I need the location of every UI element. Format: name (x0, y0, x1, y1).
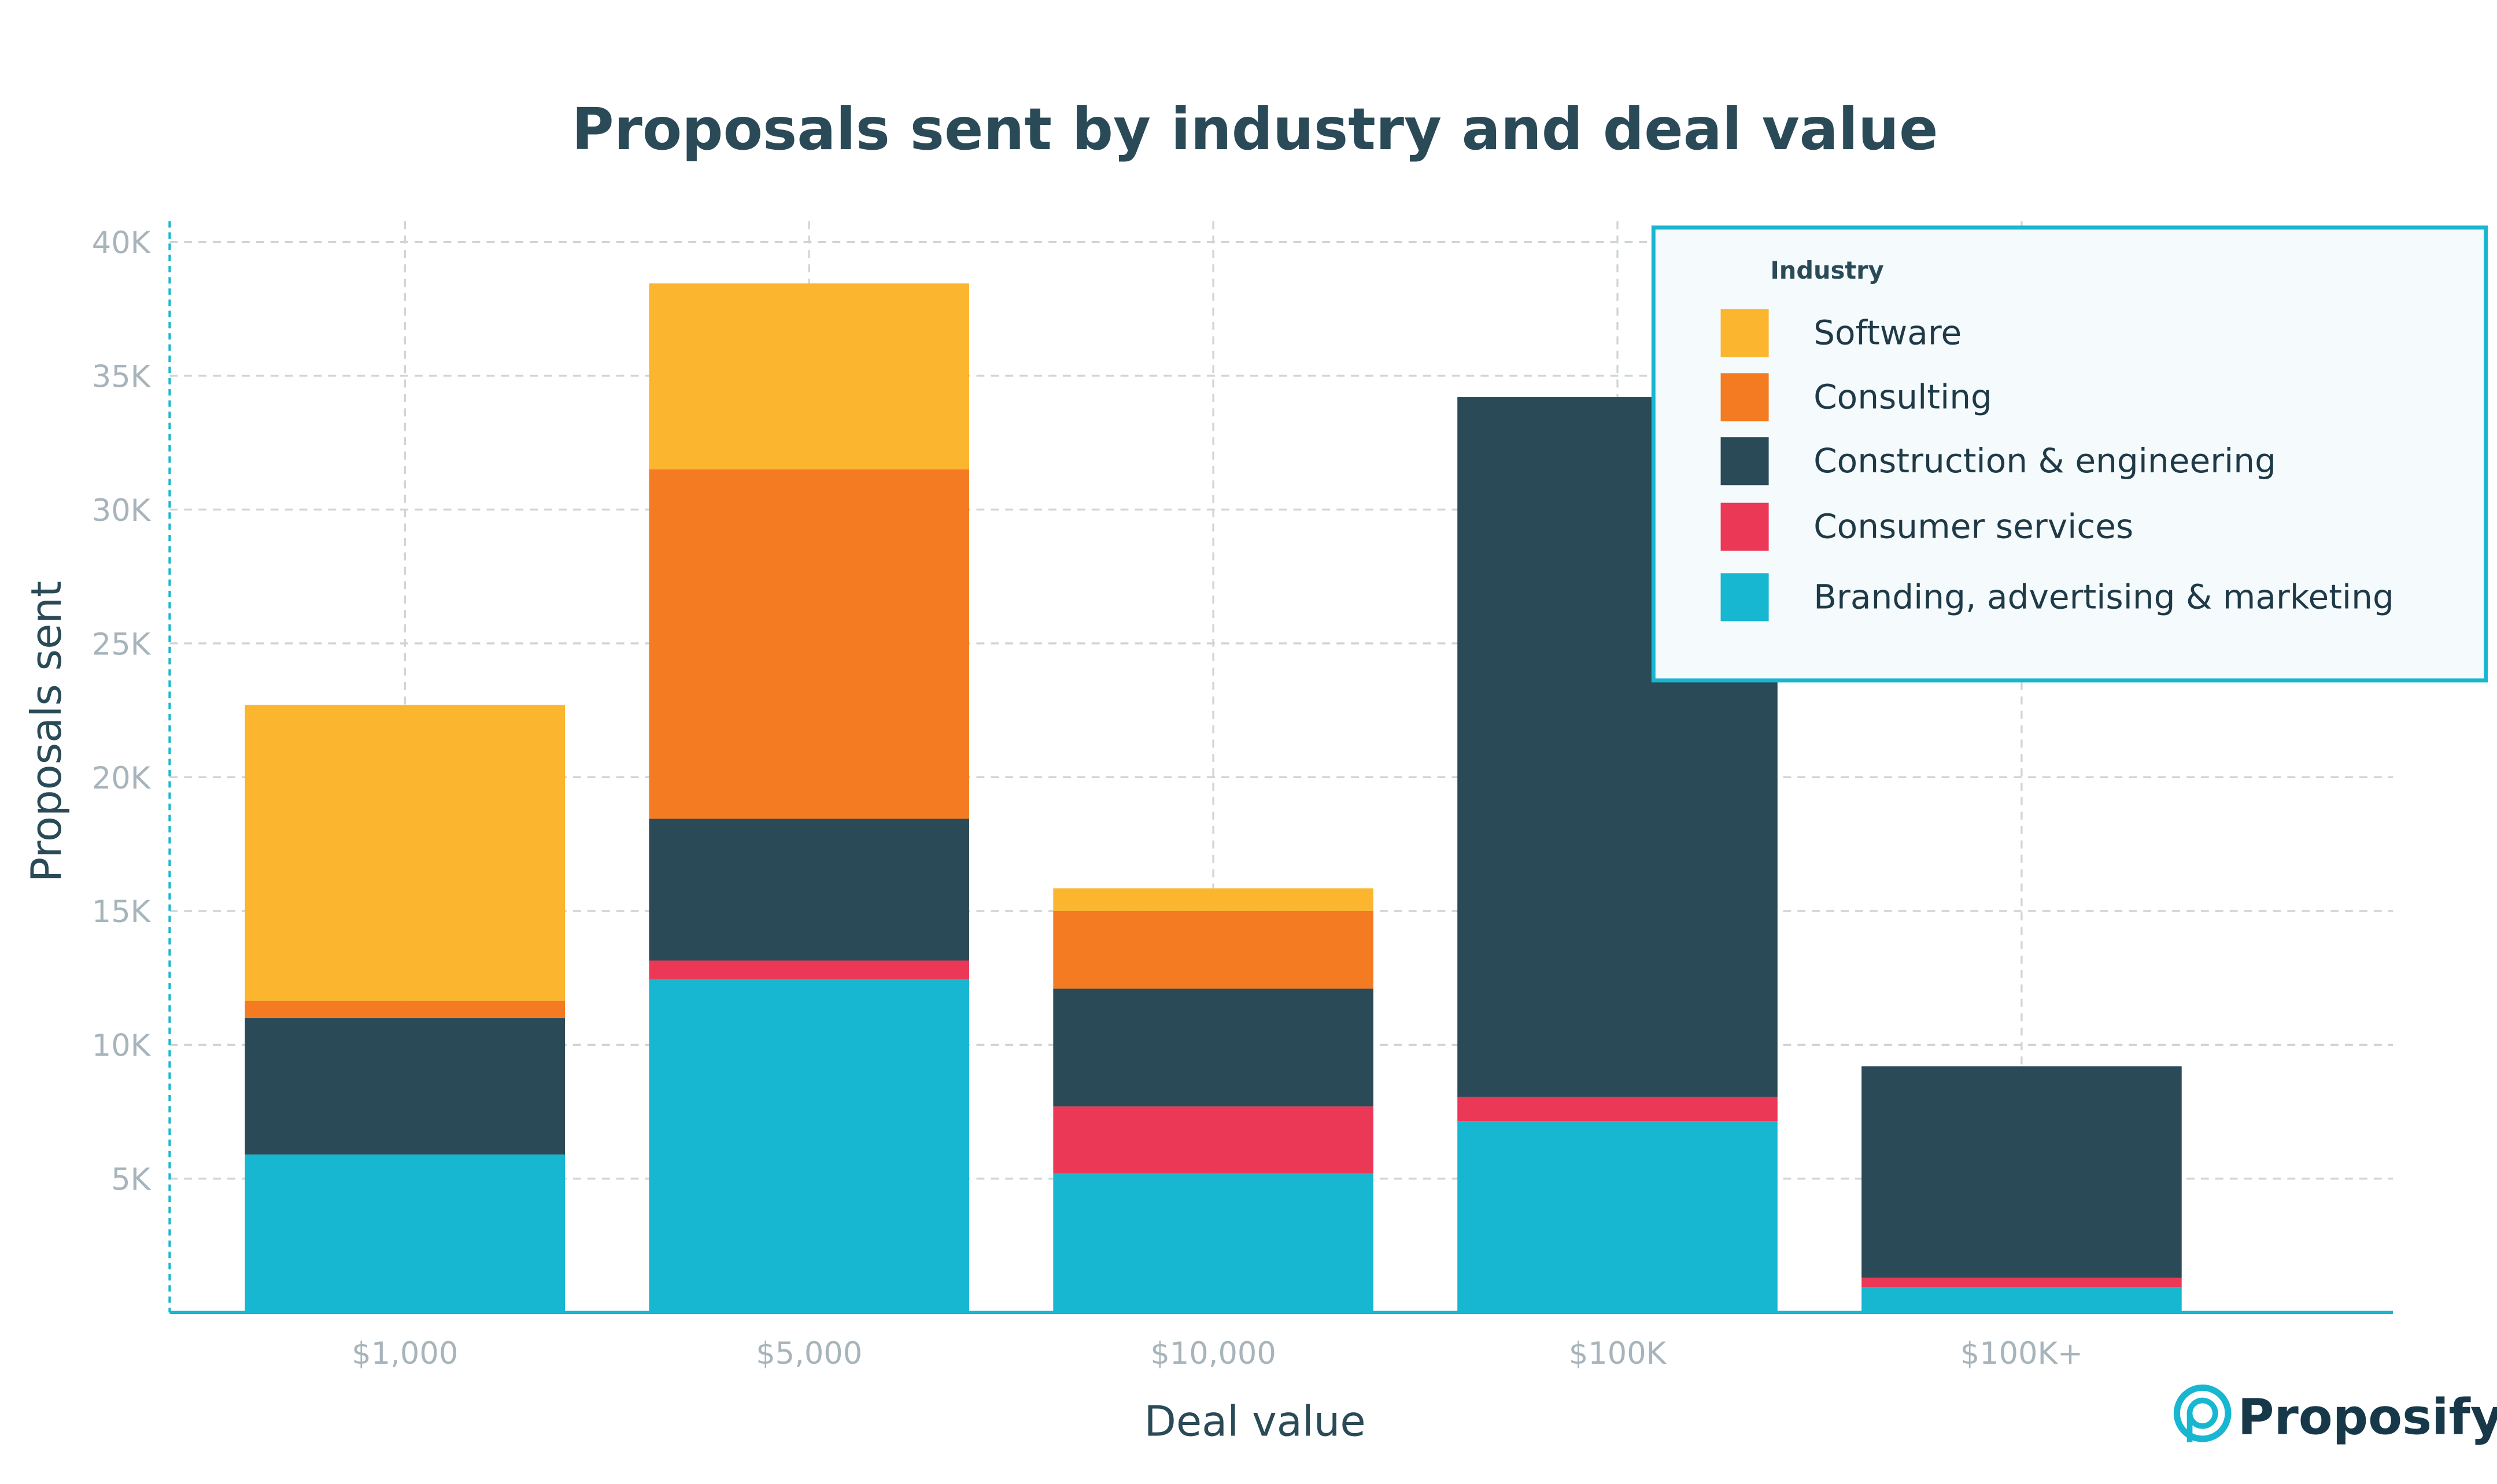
bar-segment-construction-engineering (245, 1018, 566, 1155)
y-tick-label: 25K (92, 627, 152, 662)
y-tick-label: 30K (92, 493, 152, 528)
bar-segment-software (1053, 888, 1373, 911)
y-axis-label: Proposals sent (22, 581, 71, 882)
bar-segment-branding-advertising-marketing (1861, 1287, 2182, 1313)
bar-segment-software (245, 705, 566, 1001)
bar-segment-construction-engineering (1053, 989, 1373, 1106)
proposify-logo: Proposify (2173, 1384, 2497, 1446)
bar-segment-consulting (1053, 911, 1373, 989)
legend-item: Consulting (1720, 373, 1992, 421)
legend-label: Construction & engineering (1813, 441, 2276, 480)
x-axis-label: Deal value (1144, 1397, 1365, 1445)
bar-segment-construction-engineering (1861, 1066, 2182, 1278)
bar-segment-consulting (649, 469, 969, 819)
y-tick-labels: 5K 10K 15K 20K 25K 30K 35K 40K (92, 225, 152, 1197)
legend-label: Consulting (1813, 377, 1992, 416)
legend: Industry Software Consulting Construction … (1651, 225, 2488, 683)
legend-swatch (1720, 573, 1769, 621)
x-tick-label: $1,000 (352, 1336, 458, 1371)
proposify-logo-text: Proposify (2238, 1389, 2497, 1446)
bars (245, 283, 2182, 1313)
proposify-logo-icon (2173, 1384, 2232, 1442)
legend-swatch (1720, 502, 1769, 551)
bar-segment-consumer-services (1457, 1097, 1778, 1122)
bar-segment-consumer-services (1053, 1106, 1373, 1174)
legend-item: Consumer services (1720, 502, 2133, 551)
bar-segment-branding-advertising-marketing (1053, 1173, 1373, 1313)
legend-label: Software (1813, 313, 1962, 353)
bar-segment-consumer-services (1861, 1278, 2182, 1287)
legend-swatch (1720, 373, 1769, 421)
legend-item: Software (1720, 309, 1962, 357)
bar-segment-consumer-services (649, 960, 969, 979)
legend-label: Branding, advertising & marketing (1813, 577, 2394, 616)
y-tick-label: 10K (92, 1028, 152, 1064)
y-tick-label: 5K (111, 1162, 151, 1197)
legend-swatch (1720, 437, 1769, 486)
legend-title: Industry (1770, 256, 1883, 284)
y-tick-label: 15K (92, 894, 152, 930)
x-tick-label: $5,000 (756, 1336, 862, 1371)
bar-segment-construction-engineering (649, 819, 969, 961)
legend-swatch (1720, 309, 1769, 357)
legend-box (1651, 225, 2488, 683)
x-tick-label: $100K+ (1960, 1336, 2083, 1371)
y-tick-label: 35K (92, 359, 152, 394)
bar-segment-software (649, 283, 969, 470)
legend-item: Construction & engineering (1720, 437, 2276, 486)
bar-segment-consulting (245, 1000, 566, 1019)
legend-label: Consumer services (1813, 507, 2133, 546)
y-tick-label: 40K (92, 225, 152, 261)
y-tick-label: 20K (92, 761, 152, 796)
legend-item: Branding, advertising & marketing (1720, 573, 2394, 621)
bar-segment-branding-advertising-marketing (649, 979, 969, 1313)
bar-segment-branding-advertising-marketing (1457, 1121, 1778, 1313)
bar-segment-branding-advertising-marketing (245, 1154, 566, 1313)
x-tick-label: $10,000 (1150, 1336, 1276, 1371)
chart-title: Proposals sent by industry and deal valu… (572, 97, 1938, 163)
x-tick-labels: $1,000 $5,000 $10,000 $100K $100K+ (352, 1336, 2083, 1371)
x-tick-label: $100K (1569, 1336, 1667, 1371)
